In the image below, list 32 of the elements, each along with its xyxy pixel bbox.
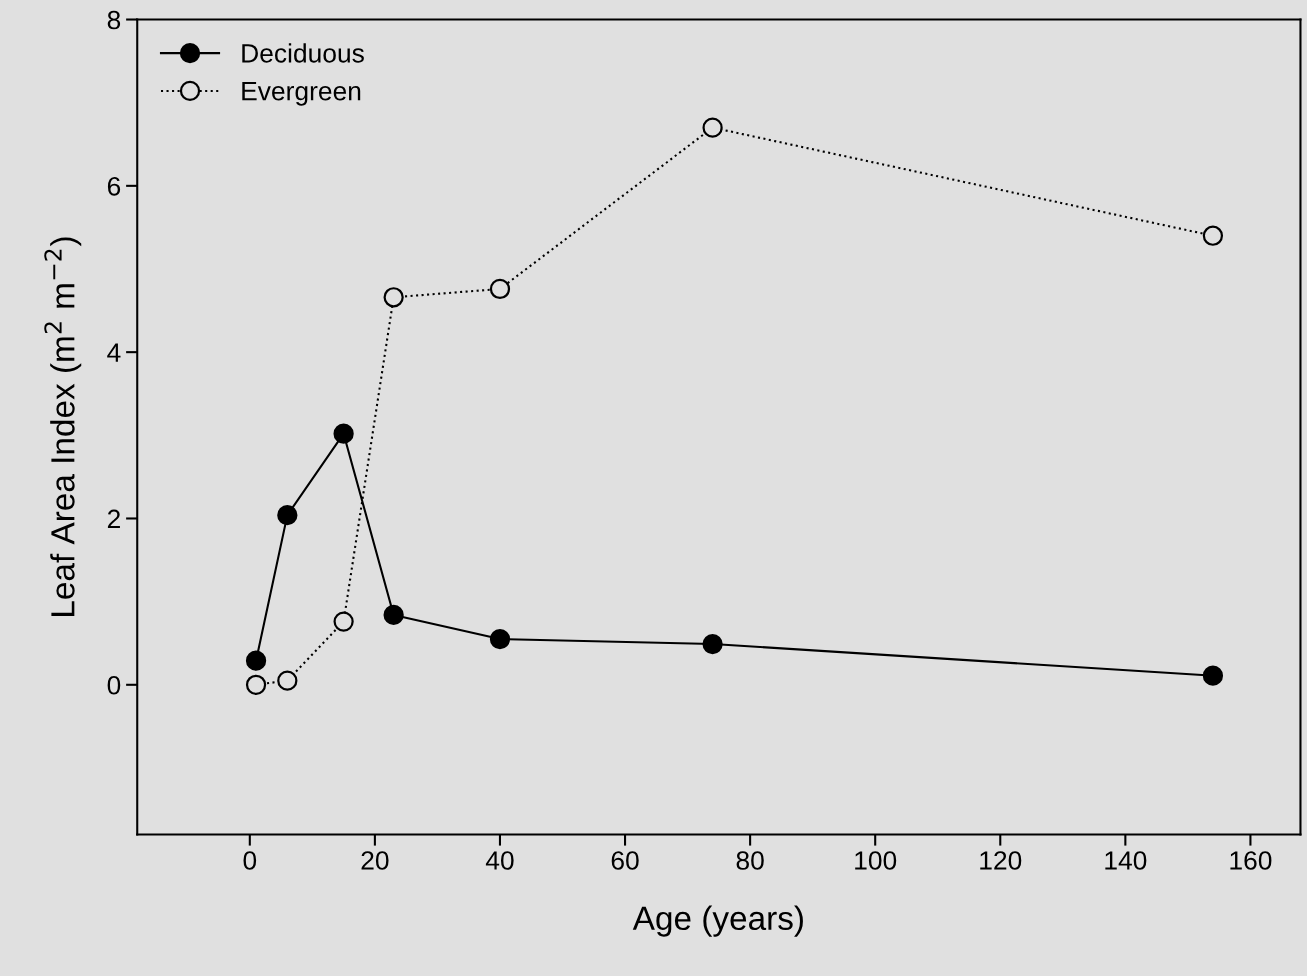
point [1202,225,1224,246]
x-axis-title: Age (years) [632,905,803,937]
legend-label: Evergreen [242,82,361,106]
point [489,628,511,650]
x-tick-label: 120 [980,851,1022,870]
point [383,287,404,308]
point [702,633,723,655]
point [702,117,723,138]
x-tick-label: 20 [361,851,389,870]
point [245,674,267,695]
x-tick-label: 0 [243,851,257,870]
y-tick-label: 4 [107,343,121,362]
y-axis-title: Leaf Area Index (m$^{2}$ m$^{−2}$) [44,237,82,616]
x-tick-label: 60 [611,851,639,870]
point [383,604,404,626]
point [489,278,511,300]
point [277,505,298,526]
point [333,423,354,444]
y-tick-label: 2 [107,509,120,529]
point [333,611,354,632]
y-tick-label: 0 [107,675,121,695]
point [245,650,267,671]
x-tick-label: 100 [855,851,897,870]
legend-label: Deciduous [242,43,364,63]
x-tick-label: 80 [736,851,764,870]
point [277,670,298,691]
y-tick-label: 8 [107,10,121,30]
x-tick-label: 160 [1230,851,1272,870]
x-tick-label: 40 [485,851,514,870]
x-tick-label: 140 [1105,851,1147,870]
y-tick-label: 6 [107,176,121,196]
point [1202,665,1224,686]
